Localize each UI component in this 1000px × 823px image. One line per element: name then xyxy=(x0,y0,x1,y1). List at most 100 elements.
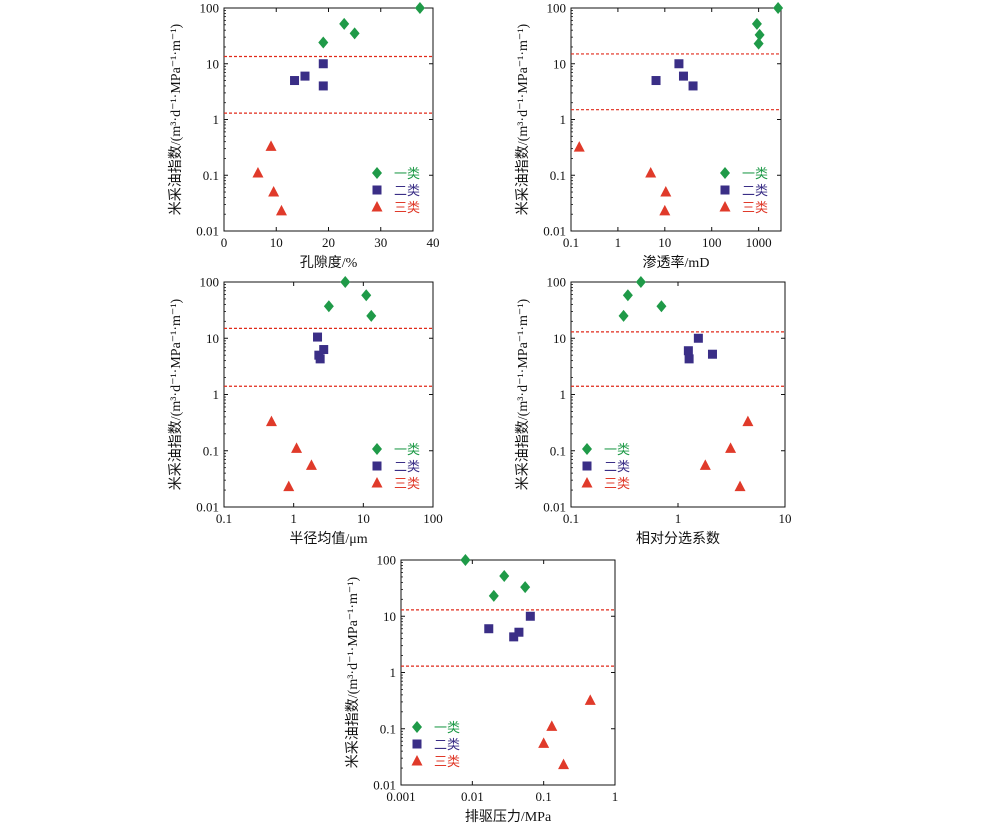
y-tick-label: 0.1 xyxy=(380,721,396,736)
y-tick-label: 10 xyxy=(206,56,219,71)
data-point-triangle xyxy=(645,166,657,178)
data-point-square xyxy=(651,76,661,86)
data-point-square xyxy=(484,624,494,634)
legend-diamond-icon xyxy=(372,443,382,455)
series-2 xyxy=(484,611,535,642)
legend-diamond-icon xyxy=(720,167,730,179)
y-tick-label: 100 xyxy=(377,553,397,568)
data-point-square xyxy=(318,81,328,91)
x-axis-label: 渗透率/mD xyxy=(643,254,710,271)
legend-label: 一类 xyxy=(394,442,420,457)
data-point-diamond xyxy=(773,2,784,14)
y-tick-label: 0.01 xyxy=(373,778,396,793)
scatter-panel-1: 0.01 0.1 1 10 100 0 10 20 30 40 孔隙度/% 米采油指数/(m³·d⁻¹… xyxy=(168,1,440,272)
data-point-triangle xyxy=(573,141,585,152)
x-tick-label: 0.1 xyxy=(563,235,579,250)
data-point-triangle xyxy=(659,204,671,216)
y-tick-label: 0.1 xyxy=(550,168,566,183)
data-point-square xyxy=(707,349,717,359)
y-tick-label: 100 xyxy=(547,1,567,16)
data-point-diamond xyxy=(622,289,633,302)
series-2 xyxy=(290,59,328,91)
y-axis-label: 米采油指数/(m³·d⁻¹·MPa⁻¹·m⁻¹) xyxy=(515,298,531,490)
y-tick-label: 0.01 xyxy=(543,500,566,515)
x-tick-label: 0.01 xyxy=(461,789,484,804)
y-axis-label: 米采油指数/(m³·d⁻¹·MPa⁻¹·m⁻¹) xyxy=(168,298,184,490)
data-point-diamond xyxy=(520,581,531,594)
data-point-triangle xyxy=(660,186,672,197)
y-tick-label: 10 xyxy=(206,331,219,346)
series-3 xyxy=(252,140,287,216)
data-point-triangle xyxy=(558,758,570,770)
x-tick-label: 0.1 xyxy=(563,511,579,526)
y-tick-label: 0.01 xyxy=(196,224,219,239)
x-tick-label: 1 xyxy=(612,789,619,804)
data-point-diamond xyxy=(339,17,350,30)
x-tick-label: 100 xyxy=(423,511,443,526)
data-point-square xyxy=(688,81,698,91)
legend-label: 一类 xyxy=(742,166,768,181)
legend-triangle-icon xyxy=(719,201,731,212)
data-point-triangle xyxy=(725,442,737,453)
x-axis-label: 相对分选系数 xyxy=(636,531,720,547)
x-tick-label: 1 xyxy=(615,235,622,250)
data-point-diamond xyxy=(323,300,334,313)
data-point-square xyxy=(678,71,688,81)
y-tick-label: 0.1 xyxy=(550,443,566,458)
data-point-square xyxy=(525,611,535,621)
legend-label: 三类 xyxy=(434,754,460,769)
x-tick-label: 1 xyxy=(675,511,682,526)
x-axis-label: 孔隙度/% xyxy=(300,255,358,271)
y-tick-label: 0.1 xyxy=(203,168,219,183)
y-tick-label: 10 xyxy=(553,56,566,71)
data-point-square xyxy=(514,627,524,637)
x-tick-label: 10 xyxy=(270,235,283,250)
data-point-square xyxy=(693,333,703,343)
legend-label: 二类 xyxy=(394,183,420,198)
legend-square-icon xyxy=(720,185,730,195)
data-point-triangle xyxy=(275,204,287,216)
data-point-diamond xyxy=(318,36,329,49)
x-tick-label: 10 xyxy=(357,511,370,526)
legend-triangle-icon xyxy=(371,477,383,488)
y-axis-label: 米采油指数/(m³·d⁻¹·MPa⁻¹·m⁻¹) xyxy=(515,23,531,215)
data-point-diamond xyxy=(414,2,425,14)
y-tick-label: 1 xyxy=(560,112,567,127)
data-point-triangle xyxy=(546,720,558,731)
data-point-triangle xyxy=(265,415,277,427)
y-tick-label: 0.01 xyxy=(543,224,566,239)
data-point-square xyxy=(319,345,329,355)
y-tick-label: 100 xyxy=(200,1,220,16)
x-tick-label: 1 xyxy=(290,511,297,526)
legend-diamond-icon xyxy=(582,443,592,455)
series-2 xyxy=(683,333,717,364)
y-axis-label: 米采油指数/(m³·d⁻¹·MPa⁻¹·m⁻¹) xyxy=(345,576,361,768)
data-point-square xyxy=(674,59,684,69)
data-point-triangle xyxy=(265,140,277,151)
y-axis-label: 米采油指数/(m³·d⁻¹·MPa⁻¹·m⁻¹) xyxy=(168,23,184,215)
legend-label: 三类 xyxy=(742,200,768,215)
data-point-triangle xyxy=(742,415,754,427)
series-1 xyxy=(618,276,667,322)
x-tick-label: 0 xyxy=(221,235,228,250)
data-point-triangle xyxy=(305,459,317,470)
data-point-diamond xyxy=(488,589,499,602)
legend-square-icon xyxy=(372,185,382,195)
x-tick-label: 1000 xyxy=(746,235,772,250)
legend-label: 二类 xyxy=(604,459,630,474)
data-point-diamond xyxy=(753,37,764,50)
series-2 xyxy=(313,332,329,364)
data-point-square xyxy=(300,71,310,81)
y-tick-label: 1 xyxy=(213,387,220,402)
data-point-square xyxy=(684,354,694,364)
data-point-diamond xyxy=(349,27,360,40)
legend-label: 二类 xyxy=(394,459,420,474)
data-point-diamond xyxy=(618,309,629,322)
data-point-diamond xyxy=(754,28,765,41)
